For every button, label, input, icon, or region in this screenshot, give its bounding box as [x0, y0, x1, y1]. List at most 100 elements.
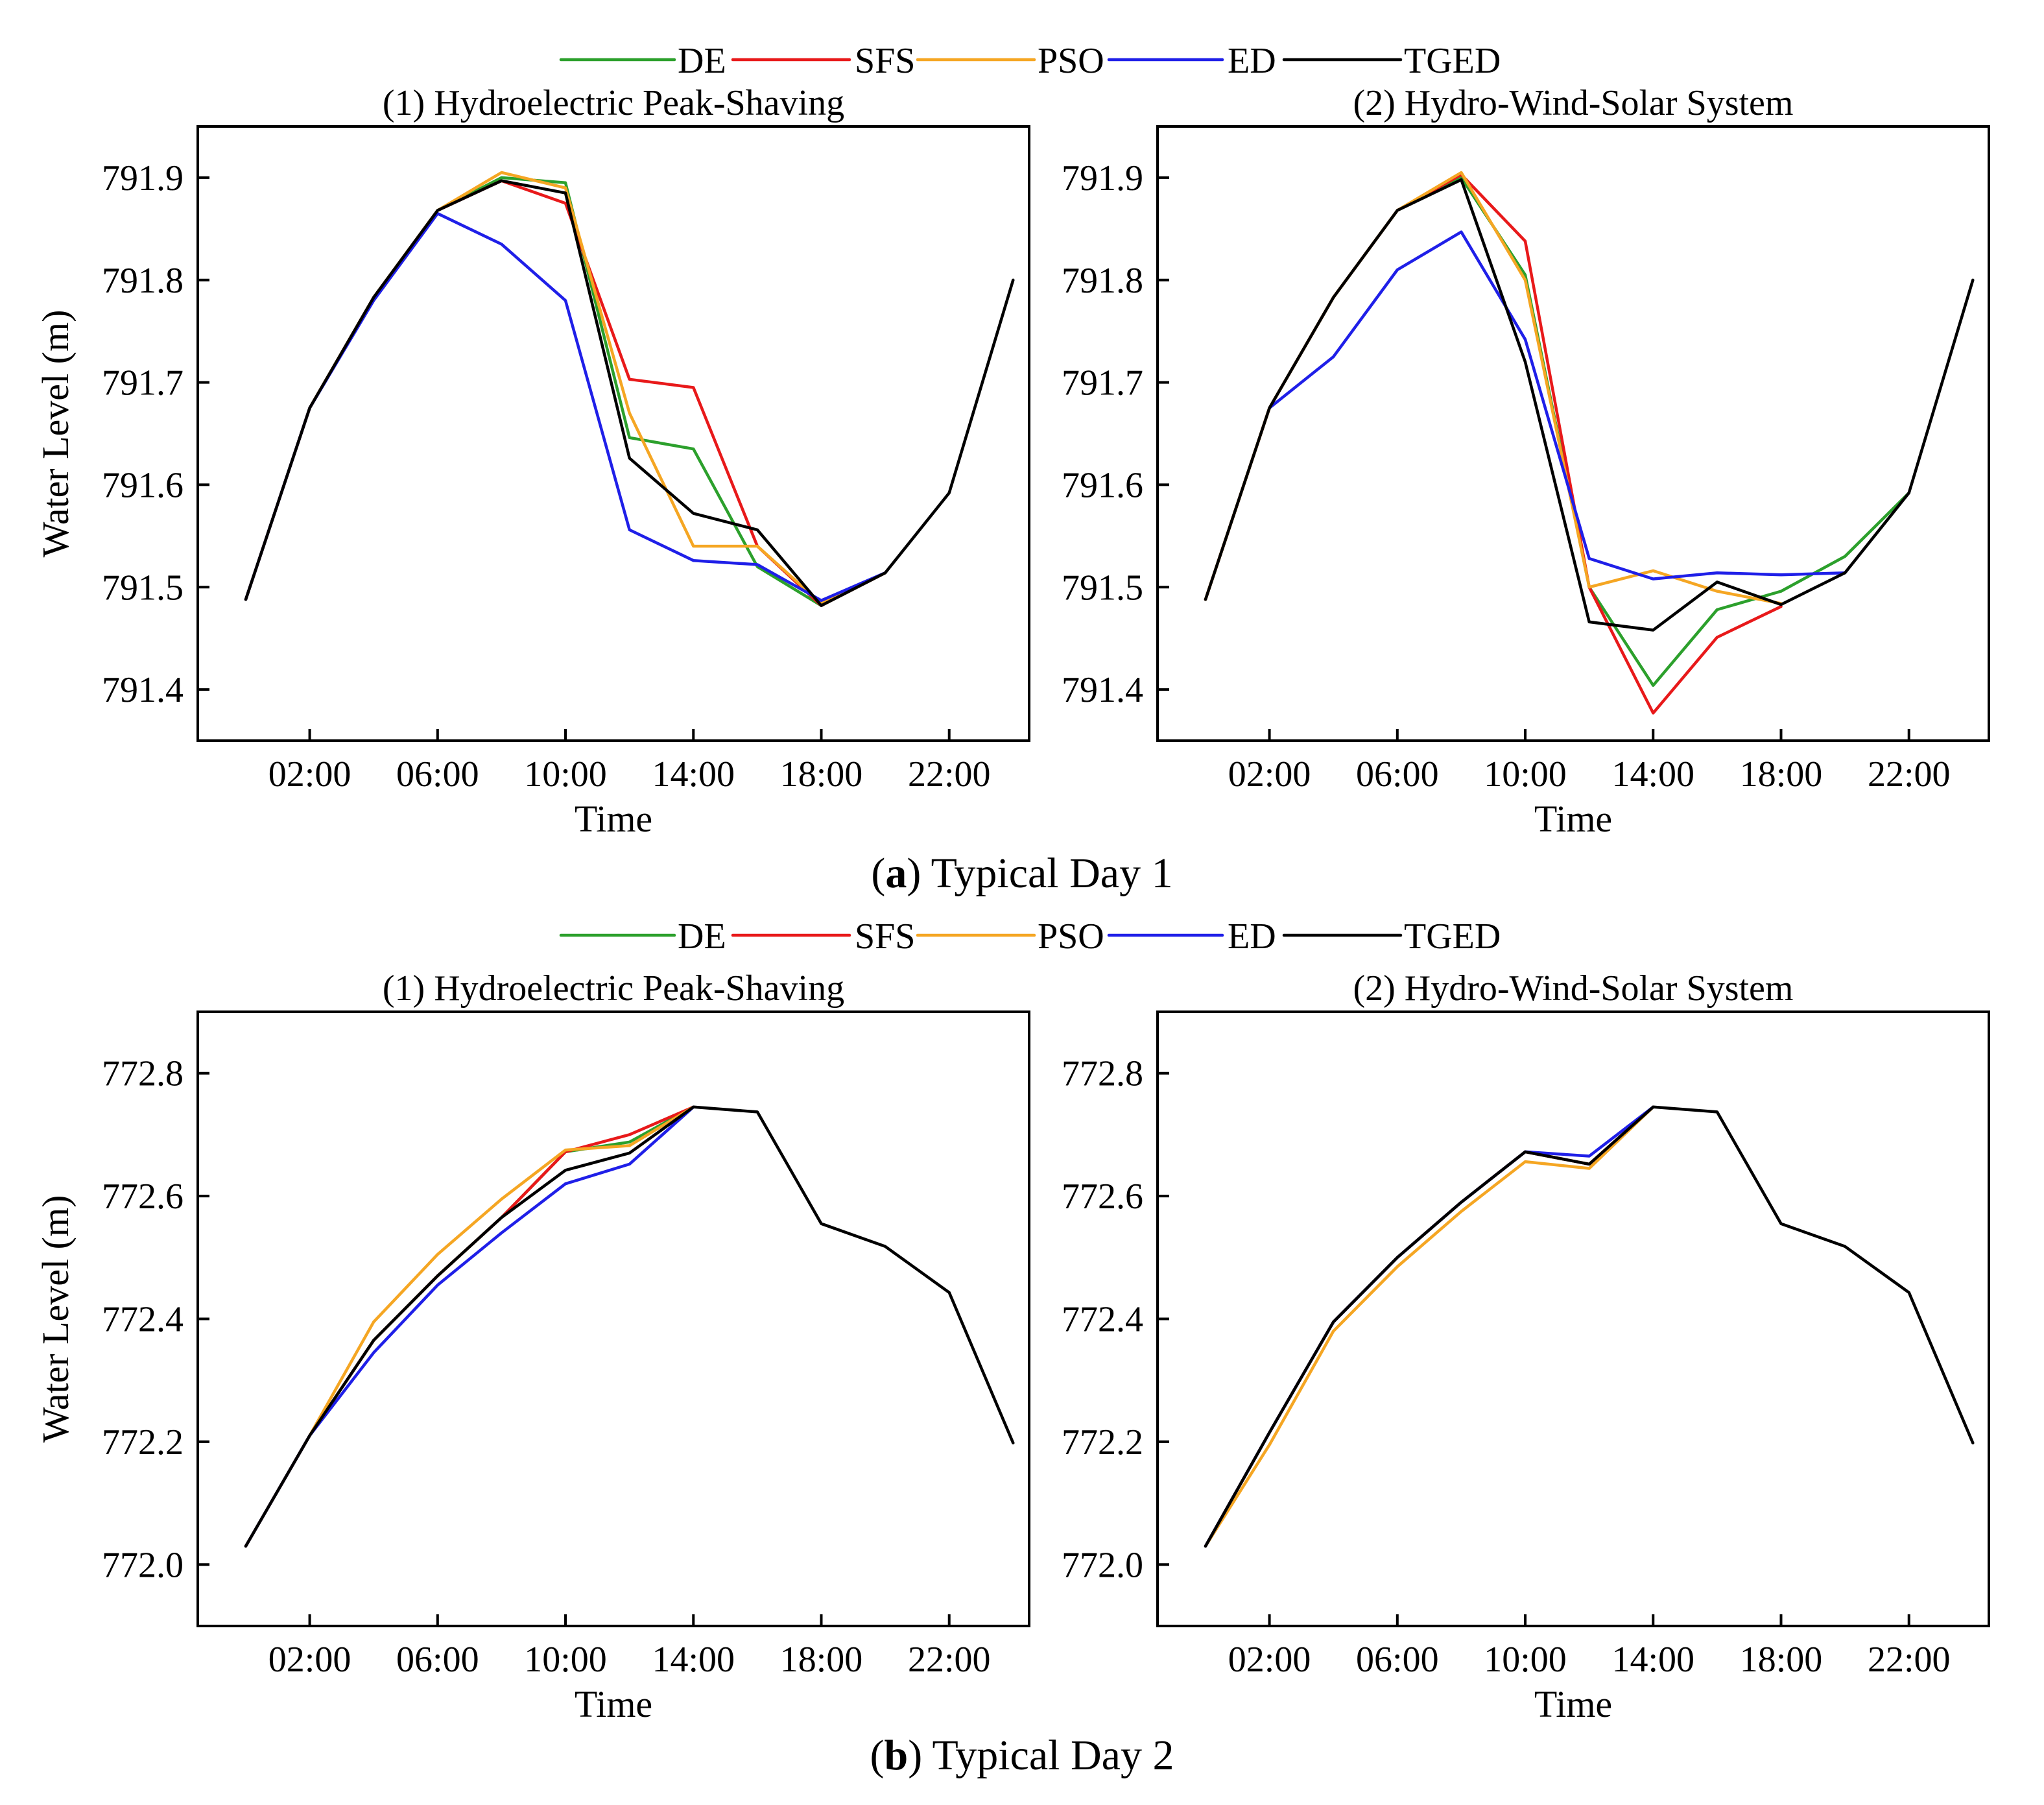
y-tick-label: 791.9 [102, 158, 184, 198]
y-tick-label: 791.4 [102, 670, 184, 710]
caption-a: (a) Typical Day 1 [871, 850, 1172, 897]
caption-a-text: Typical Day 1 [921, 850, 1172, 897]
x-tick-label: 02:00 [268, 754, 351, 795]
x-tick-label: 02:00 [1228, 754, 1311, 795]
y-tick-label: 772.8 [1062, 1054, 1143, 1094]
x-tick-label: 14:00 [1611, 754, 1694, 795]
y-tick-label: 791.6 [102, 465, 184, 505]
caption-b-text: Typical Day 2 [922, 1732, 1174, 1779]
legend-label-ed: ED [1228, 41, 1276, 81]
x-axis-label: Time [1534, 798, 1612, 840]
panel-title: (1) Hydroelectric Peak-Shaving [383, 968, 844, 1009]
x-tick-label: 18:00 [1740, 1640, 1823, 1680]
legend-label-sfs: SFS [855, 41, 915, 81]
caption-b-letter: b [885, 1732, 909, 1779]
legend-label-pso: PSO [1038, 41, 1104, 81]
legend-entry-tged: TGED [1282, 41, 1501, 81]
y-tick-label: 772.6 [1062, 1177, 1143, 1217]
series-line-tged [1204, 178, 1975, 632]
x-axis-label: Time [575, 798, 652, 840]
legend-label-tged: TGED [1404, 916, 1501, 957]
x-axis-label: Time [575, 1683, 652, 1725]
x-tick-label: 14:00 [652, 1640, 735, 1680]
x-tick-label: 06:00 [1356, 1640, 1439, 1680]
x-tick-label: 22:00 [908, 754, 991, 795]
y-tick-label: 772.0 [102, 1545, 184, 1585]
chart-panel-1: (1) Hydroelectric Peak-Shaving 02:00 06:00… [34, 83, 1030, 840]
x-tick-label: 02:00 [268, 1640, 351, 1680]
legend-bottom: DE SFS PSO ED TGED [559, 916, 1501, 957]
series-line-tged [244, 179, 1015, 607]
legend-entry-tged: TGED [1282, 916, 1501, 957]
series-line-pso [1204, 1105, 1655, 1548]
x-tick-label: 10:00 [524, 1640, 607, 1680]
legend-entry-sfs: SFS [731, 41, 915, 81]
y-axis-label: Water Level (m) [34, 310, 77, 558]
legend-label-de: DE [678, 41, 726, 81]
panel-title: (2) Hydro-Wind-Solar System [1353, 968, 1794, 1009]
x-tick-label: 06:00 [396, 1640, 479, 1680]
chart-panels: (1) Hydroelectric Peak-Shaving 02:00 06:00… [34, 83, 1990, 1725]
x-axis-label: Time [1534, 1683, 1612, 1725]
legend-entry-ed: ED [1107, 41, 1276, 81]
y-tick-label: 791.8 [102, 261, 184, 301]
plot-frame [1156, 125, 1990, 742]
legend-entry-de: DE [559, 41, 726, 81]
x-tick-label: 10:00 [1484, 754, 1567, 795]
y-axis-label: Water Level (m) [34, 1195, 77, 1443]
x-tick-label: 06:00 [396, 754, 479, 795]
legend-entry-ed: ED [1107, 916, 1276, 957]
x-tick-label: 22:00 [1868, 754, 1951, 795]
x-tick-label: 10:00 [1484, 1640, 1567, 1680]
series-line-tged [244, 1105, 1015, 1548]
legend-label-de: DE [678, 916, 726, 957]
y-tick-label: 791.7 [1062, 363, 1143, 403]
y-tick-label: 772.4 [1062, 1300, 1143, 1340]
legend-entry-de: DE [559, 916, 726, 957]
x-tick-label: 22:00 [1868, 1640, 1951, 1680]
panel-title: (2) Hydro-Wind-Solar System [1353, 83, 1794, 123]
y-tick-label: 791.5 [102, 568, 184, 608]
x-tick-label: 18:00 [780, 754, 863, 795]
legend-label-pso: PSO [1038, 916, 1104, 957]
series-group [1204, 171, 1975, 715]
legend-label-ed: ED [1228, 916, 1276, 957]
y-tick-label: 772.8 [102, 1054, 184, 1094]
y-tick-label: 772.2 [102, 1422, 184, 1463]
series-group [244, 1105, 1015, 1548]
y-tick-label: 791.5 [1062, 568, 1143, 608]
y-tick-label: 791.9 [1062, 158, 1143, 198]
x-tick-label: 10:00 [524, 754, 607, 795]
y-tick-label: 772.0 [1062, 1545, 1143, 1585]
legend-entry-pso: PSO [916, 41, 1104, 81]
y-tick-label: 772.4 [102, 1300, 184, 1340]
y-tick-label: 791.4 [1062, 670, 1143, 710]
x-tick-label: 18:00 [1740, 754, 1823, 795]
chart-panel-4: (2) Hydro-Wind-Solar System 02:00 06:00 10:… [1062, 968, 1990, 1725]
x-tick-label: 22:00 [908, 1640, 991, 1680]
y-tick-label: 791.6 [1062, 465, 1143, 505]
x-tick-label: 14:00 [1611, 1640, 1694, 1680]
series-group [244, 171, 1015, 607]
legend-entry-sfs: SFS [731, 916, 915, 957]
y-tick-label: 791.8 [1062, 261, 1143, 301]
y-tick-label: 772.6 [102, 1177, 184, 1217]
caption-b: (b) Typical Day 2 [870, 1732, 1174, 1779]
series-line-pso [244, 1105, 695, 1548]
x-tick-label: 02:00 [1228, 1640, 1311, 1680]
y-tick-label: 772.2 [1062, 1422, 1143, 1463]
legend-entry-pso: PSO [916, 916, 1104, 957]
legend-label-sfs: SFS [855, 916, 915, 957]
panel-title: (1) Hydroelectric Peak-Shaving [383, 83, 844, 123]
legend-label-tged: TGED [1404, 41, 1501, 81]
caption-a-letter: a [885, 850, 907, 897]
x-tick-label: 06:00 [1356, 754, 1439, 795]
y-tick-label: 791.7 [102, 363, 184, 403]
plot-frame [196, 125, 1030, 742]
chart-panel-2: (2) Hydro-Wind-Solar System 02:00 06:00 10:… [1062, 83, 1990, 840]
chart-panel-3: (1) Hydroelectric Peak-Shaving 02:00 06:00… [34, 968, 1030, 1725]
series-line-tged [1204, 1105, 1975, 1548]
x-tick-label: 14:00 [652, 754, 735, 795]
